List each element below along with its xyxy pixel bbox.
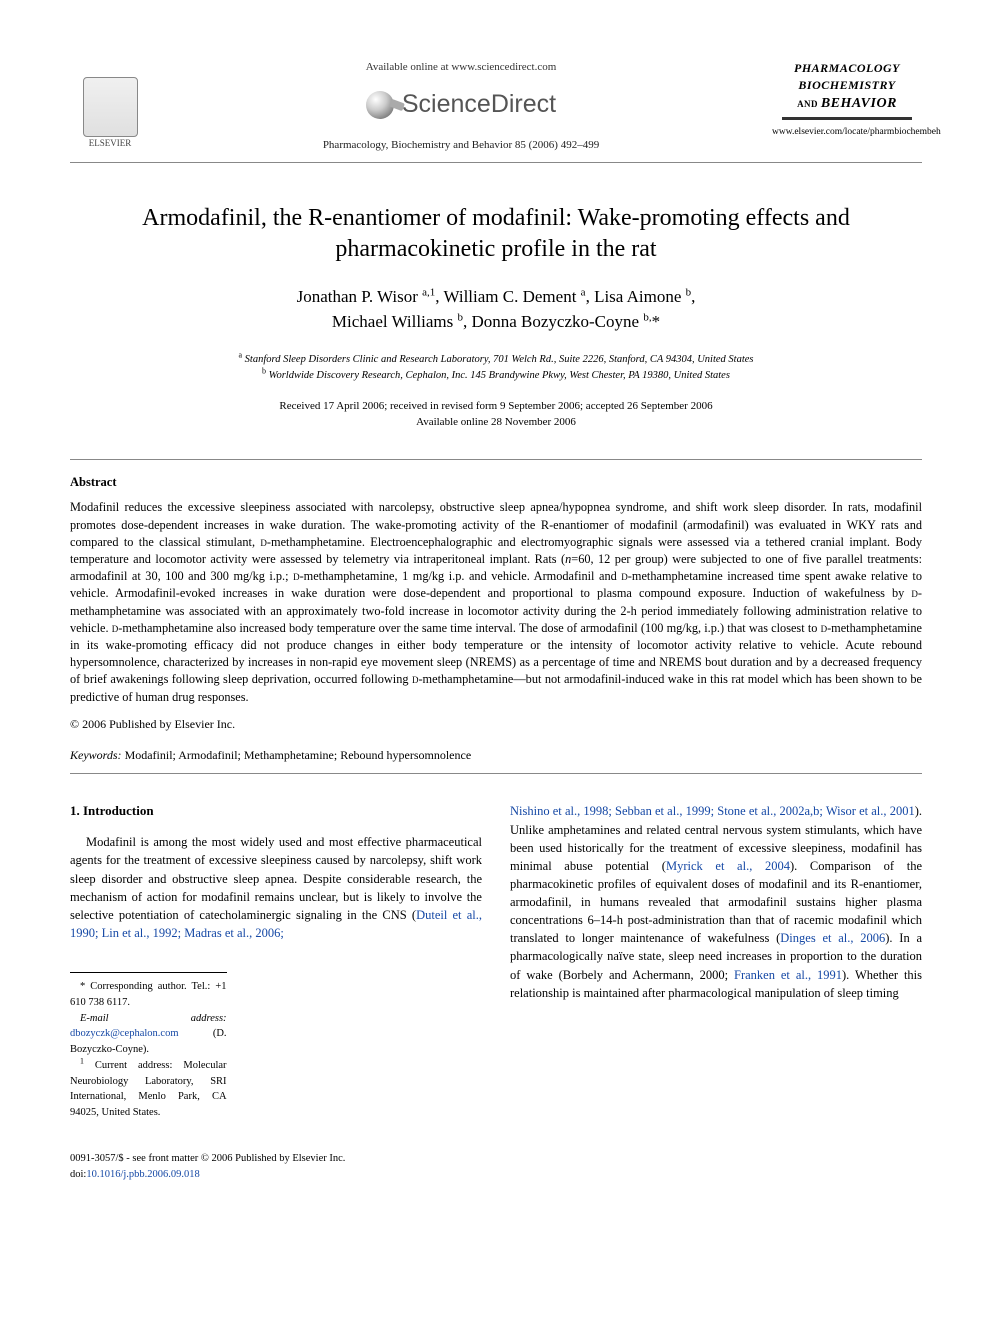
footnotes: * Corresponding author. Tel.: +1 610 738… <box>70 972 227 1121</box>
sciencedirect-logo: ScienceDirect <box>366 87 556 122</box>
journal-name: PHARMACOLOGY BIOCHEMISTRY AND BEHAVIOR <box>772 60 922 113</box>
footer-block: 0091-3057/$ - see front matter © 2006 Pu… <box>70 1151 482 1183</box>
column-left: 1. Introduction Modafinil is among the m… <box>70 802 482 1182</box>
journal-underline <box>782 117 912 120</box>
sciencedirect-text: ScienceDirect <box>402 87 556 122</box>
copyright-line: © 2006 Published by Elsevier Inc. <box>70 716 922 733</box>
journal-name-line3: AND BEHAVIOR <box>772 94 922 114</box>
journal-name-line1: PHARMACOLOGY <box>772 60 922 77</box>
corresponding-marker: * <box>652 312 661 331</box>
available-online-text: Available online at www.sciencedirect.co… <box>170 60 752 75</box>
author: Michael Williams b <box>332 312 463 331</box>
affiliation-b: b Worldwide Discovery Research, Cephalon… <box>70 368 922 384</box>
journal-url: www.elsevier.com/locate/pharmbiochembeh <box>772 126 922 139</box>
journal-name-line2: BIOCHEMISTRY <box>772 77 922 94</box>
elsevier-logo: ELSEVIER <box>70 60 150 150</box>
front-matter-line: 0091-3057/$ - see front matter © 2006 Pu… <box>70 1151 482 1167</box>
abstract-body: Modafinil reduces the excessive sleepine… <box>70 499 922 705</box>
citation-link[interactable]: Dinges et al., 2006 <box>780 931 885 945</box>
journal-citation: Pharmacology, Biochemistry and Behavior … <box>170 138 752 153</box>
elsevier-tree-icon <box>83 77 138 137</box>
citation-link[interactable]: Franken et al., 1991 <box>734 968 842 982</box>
online-line: Available online 28 November 2006 <box>70 414 922 431</box>
affiliation-a: a Stanford Sleep Disorders Clinic and Re… <box>70 352 922 368</box>
authors-block: Jonathan P. Wisor a,1, William C. Dement… <box>70 285 922 334</box>
horizontal-rule <box>70 459 922 460</box>
section-heading: 1. Introduction <box>70 802 482 821</box>
header-center: Available online at www.sciencedirect.co… <box>150 60 772 154</box>
email-link[interactable]: dbozyczk@cephalon.com <box>70 1028 179 1039</box>
publisher-name: ELSEVIER <box>89 137 132 150</box>
received-line: Received 17 April 2006; received in revi… <box>70 398 922 415</box>
article-title: Armodafinil, the R-enantiomer of modafin… <box>110 203 882 265</box>
two-column-body: 1. Introduction Modafinil is among the m… <box>70 802 922 1182</box>
author: William C. Dement a <box>443 287 585 306</box>
journal-header: ELSEVIER Available online at www.science… <box>70 60 922 163</box>
journal-title-box: PHARMACOLOGY BIOCHEMISTRY AND BEHAVIOR w… <box>772 60 922 139</box>
citation-link[interactable]: Myrick et al., 2004 <box>666 859 790 873</box>
horizontal-rule <box>70 773 922 774</box>
sciencedirect-ball-icon <box>366 91 394 119</box>
citation-link[interactable]: Nishino et al., 1998; Sebban et al., 199… <box>510 804 915 818</box>
article-dates: Received 17 April 2006; received in revi… <box>70 398 922 431</box>
keywords-label: Keywords: <box>70 748 122 762</box>
author: Jonathan P. Wisor a,1 <box>297 287 436 306</box>
author: Lisa Aimone b <box>594 287 691 306</box>
author: Donna Bozyczko-Coyne b, <box>471 312 651 331</box>
keywords-line: Keywords: Modafinil; Armodafinil; Metham… <box>70 747 922 764</box>
author-current-address: 1 Current address: Molecular Neurobiolog… <box>70 1058 227 1121</box>
abstract-heading: Abstract <box>70 474 922 492</box>
intro-paragraph: Modafinil is among the most widely used … <box>70 833 482 942</box>
doi-line: doi:10.1016/j.pbb.2006.09.018 <box>70 1167 482 1183</box>
keywords-text: Modafinil; Armodafinil; Methamphetamine;… <box>122 748 472 762</box>
email-line: E-mail address: dbozyczk@cephalon.com (D… <box>70 1011 227 1058</box>
column-right: Nishino et al., 1998; Sebban et al., 199… <box>510 802 922 1182</box>
affiliations: a Stanford Sleep Disorders Clinic and Re… <box>70 352 922 384</box>
corresponding-author-note: * Corresponding author. Tel.: +1 610 738… <box>70 979 227 1011</box>
doi-link[interactable]: 10.1016/j.pbb.2006.09.018 <box>86 1169 199 1180</box>
intro-paragraph-cont: Nishino et al., 1998; Sebban et al., 199… <box>510 802 922 1001</box>
